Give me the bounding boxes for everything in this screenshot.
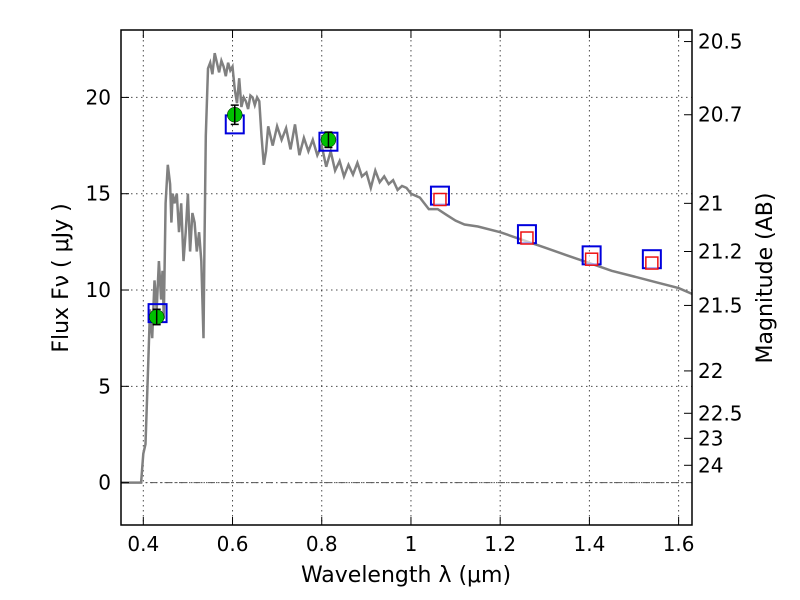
- right-axis-label: Magnitude (AB): [753, 193, 778, 364]
- y-tick-label: 5: [98, 374, 111, 398]
- infrared-photometry-point: [433, 192, 447, 207]
- x-axis-label: Wavelength λ (μm): [301, 563, 511, 588]
- x-tick-label: 0.6: [217, 532, 249, 556]
- x-tick-label: 0.8: [306, 532, 338, 556]
- x-tick-label: 0.4: [127, 532, 159, 556]
- infrared-photometry-point: [584, 252, 599, 266]
- model-spectrum-line: [121, 52, 693, 484]
- magnitude-tick-label: 21.5: [698, 293, 743, 317]
- magnitude-tick-label: 24: [698, 453, 723, 477]
- x-tick-label: 1.4: [573, 532, 605, 556]
- magnitude-tick-label: 20.5: [698, 30, 743, 54]
- axes-ticks: 0.4 0.6 0.8 1 1.2 1.4 1.6 0 5 10 15 20 20.5 20.7 21 21.…: [86, 30, 743, 556]
- magnitude-tick-label: 23: [698, 426, 723, 450]
- x-tick-label: 1.2: [484, 532, 516, 556]
- photometry-layer: [147, 104, 662, 326]
- y-tick-label: 15: [86, 182, 111, 206]
- plot-frame: [120, 29, 693, 526]
- y-tick-label: 0: [98, 471, 111, 495]
- y-tick-label: 10: [86, 278, 111, 302]
- infrared-photometry-point: [645, 256, 659, 270]
- y-axis-label: Flux Fν ( μJy ): [49, 203, 74, 352]
- magnitude-tick-label: 20.7: [698, 103, 743, 127]
- x-tick-label: 1: [405, 532, 418, 556]
- magnitude-tick-label: 21.2: [698, 239, 743, 263]
- x-tick-label: 1.6: [663, 532, 695, 556]
- model-spectrum-layer: [121, 52, 693, 484]
- magnitude-tick-label: 22.5: [698, 401, 743, 425]
- magnitude-tick-label: 22: [698, 359, 723, 383]
- grid: [121, 30, 692, 525]
- y-tick-label: 20: [86, 85, 111, 109]
- infrared-photometry-point: [520, 231, 534, 245]
- magnitude-tick-label: 21: [698, 191, 723, 215]
